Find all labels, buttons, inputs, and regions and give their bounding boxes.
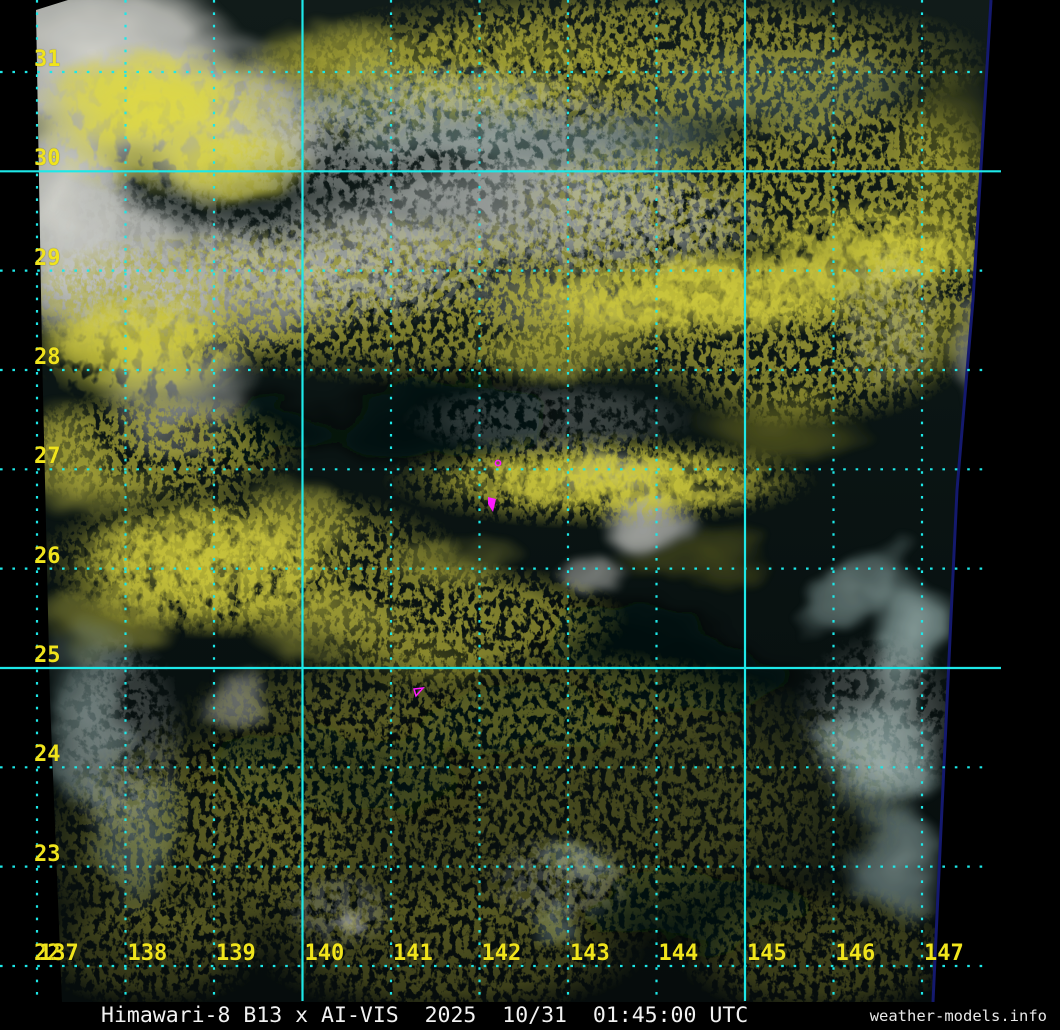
island-streak-marker [488, 497, 496, 512]
island-ring-marker [494, 459, 502, 467]
lat-label-23: 23 [34, 841, 61, 867]
caption-bar [0, 1002, 1060, 1030]
lon-label-139: 139 [216, 941, 256, 966]
lat-label-26: 26 [34, 543, 61, 569]
lon-label-137: 137 [39, 941, 79, 966]
lat-label-27: 27 [34, 444, 61, 470]
lat-label-30: 30 [34, 146, 61, 172]
lon-label-143: 143 [570, 941, 610, 966]
island-triangle-marker [413, 687, 425, 698]
lon-label-138: 138 [127, 941, 168, 966]
lon-label-146: 146 [835, 941, 876, 966]
graticule-grid [0, 0, 1001, 1001]
lat-label-25: 25 [34, 642, 61, 668]
lon-label-144: 144 [658, 941, 699, 966]
lon-label-147: 147 [924, 941, 964, 966]
credit-text: weather-models.info [869, 1007, 1047, 1025]
cloud-layer-speckle-grey [36, 60, 970, 950]
lon-label-140: 140 [304, 941, 345, 966]
lon-label-142: 142 [481, 941, 522, 966]
coastline-overlay [413, 459, 502, 698]
lat-label-29: 29 [34, 245, 61, 271]
lat-label-31: 31 [34, 47, 61, 72]
caption-text: Himawari-8 B13 x AI-VIS 2025 10/31 01:45… [101, 1003, 749, 1028]
swath-edge-line [931, 0, 993, 1003]
lat-label-28: 28 [34, 344, 61, 370]
lon-label-141: 141 [393, 941, 433, 966]
lat-label-24: 24 [34, 742, 61, 768]
lat-label-22: 22 [34, 940, 61, 966]
lon-label-145: 145 [747, 941, 787, 966]
